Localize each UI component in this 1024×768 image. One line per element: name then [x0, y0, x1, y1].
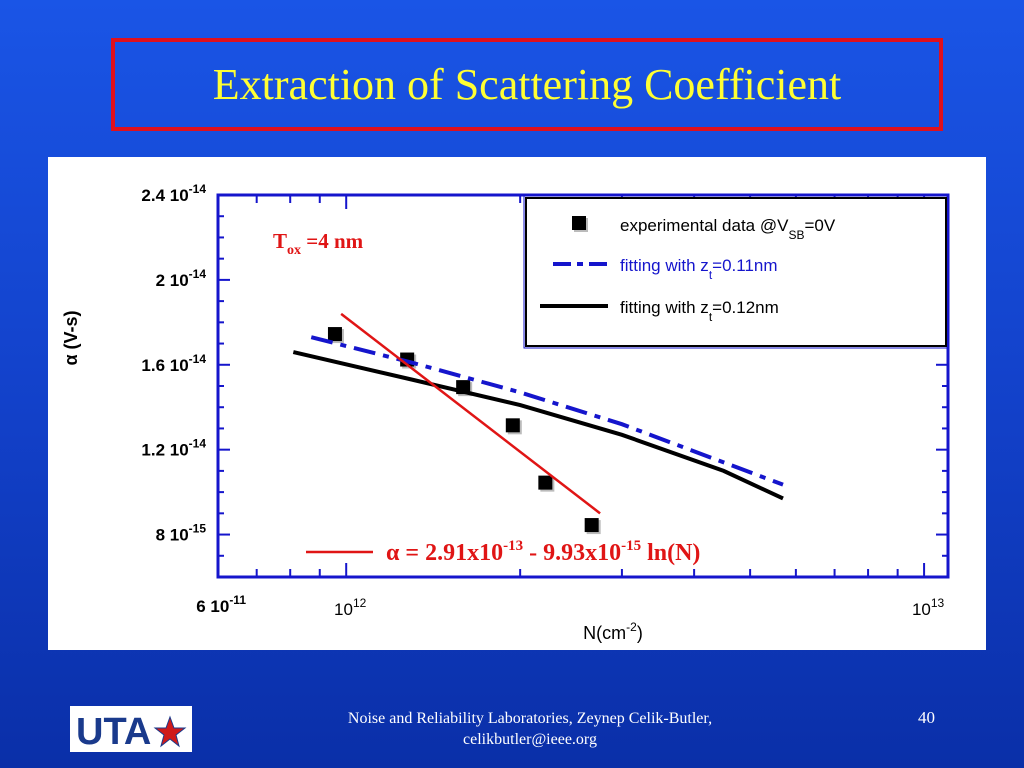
title-box: Extraction of Scattering Coefficient: [111, 38, 943, 131]
linear-fit-line: [340, 312, 601, 515]
chart-panel: 2.4 10-14 2 10-14 1.6 10-14 1.2 10-14 8 10-1…: [48, 157, 986, 650]
x-tick-label: 1012: [334, 596, 367, 619]
legend-label-012: fitting with zt=0.12nm: [620, 298, 779, 324]
footer-email: celikbutler@ieee.org: [463, 731, 597, 748]
data-point: [327, 327, 342, 342]
legend-marker-experimental: [572, 216, 586, 230]
y-tick-label: 1.2 10-14: [141, 437, 206, 460]
y-tick-label: 1.6 10-14: [141, 352, 206, 375]
legend-box: [525, 197, 947, 347]
fit-line-012nm: [292, 350, 784, 501]
legend-label-011: fitting with zt=0.11nm: [620, 256, 778, 282]
footer-credit: Noise and Reliability Laboratories, Zeyn…: [347, 710, 713, 727]
svg-text:UTA: UTA: [76, 711, 151, 752]
uta-logo: UTA: [70, 706, 192, 752]
star-icon: [153, 715, 187, 748]
tox-annotation: Tox =4 nm: [273, 229, 364, 258]
x-origin-label: 6 10-11: [196, 593, 246, 616]
data-point: [538, 475, 553, 490]
fit-line-011nm: [310, 335, 784, 487]
x-tick-label: 1013: [912, 596, 945, 619]
data-point: [584, 518, 599, 533]
slide-title: Extraction of Scattering Coefficient: [212, 60, 842, 109]
fit-equation: α = 2.91x10-13 - 9.93x10-15 ln(N): [386, 538, 700, 566]
y-tick-label: 2 10-14: [156, 267, 207, 290]
legend-label-experimental: experimental data @VSB=0V: [620, 216, 836, 242]
data-point: [505, 418, 520, 433]
page-number: 40: [918, 708, 935, 727]
y-tick-label: 8 10-15: [156, 522, 207, 545]
chart: 2.4 10-14 2 10-14 1.6 10-14 1.2 10-14 8 10-1…: [61, 182, 950, 643]
footer: Noise and Reliability Laboratories, Zeyn…: [250, 708, 810, 750]
legend-border-outer: [523, 195, 949, 349]
x-axis-title: N(cm-2): [583, 620, 643, 643]
y-axis-title: α (V-s): [61, 310, 81, 365]
y-tick-label: 2.4 10-14: [141, 182, 206, 205]
